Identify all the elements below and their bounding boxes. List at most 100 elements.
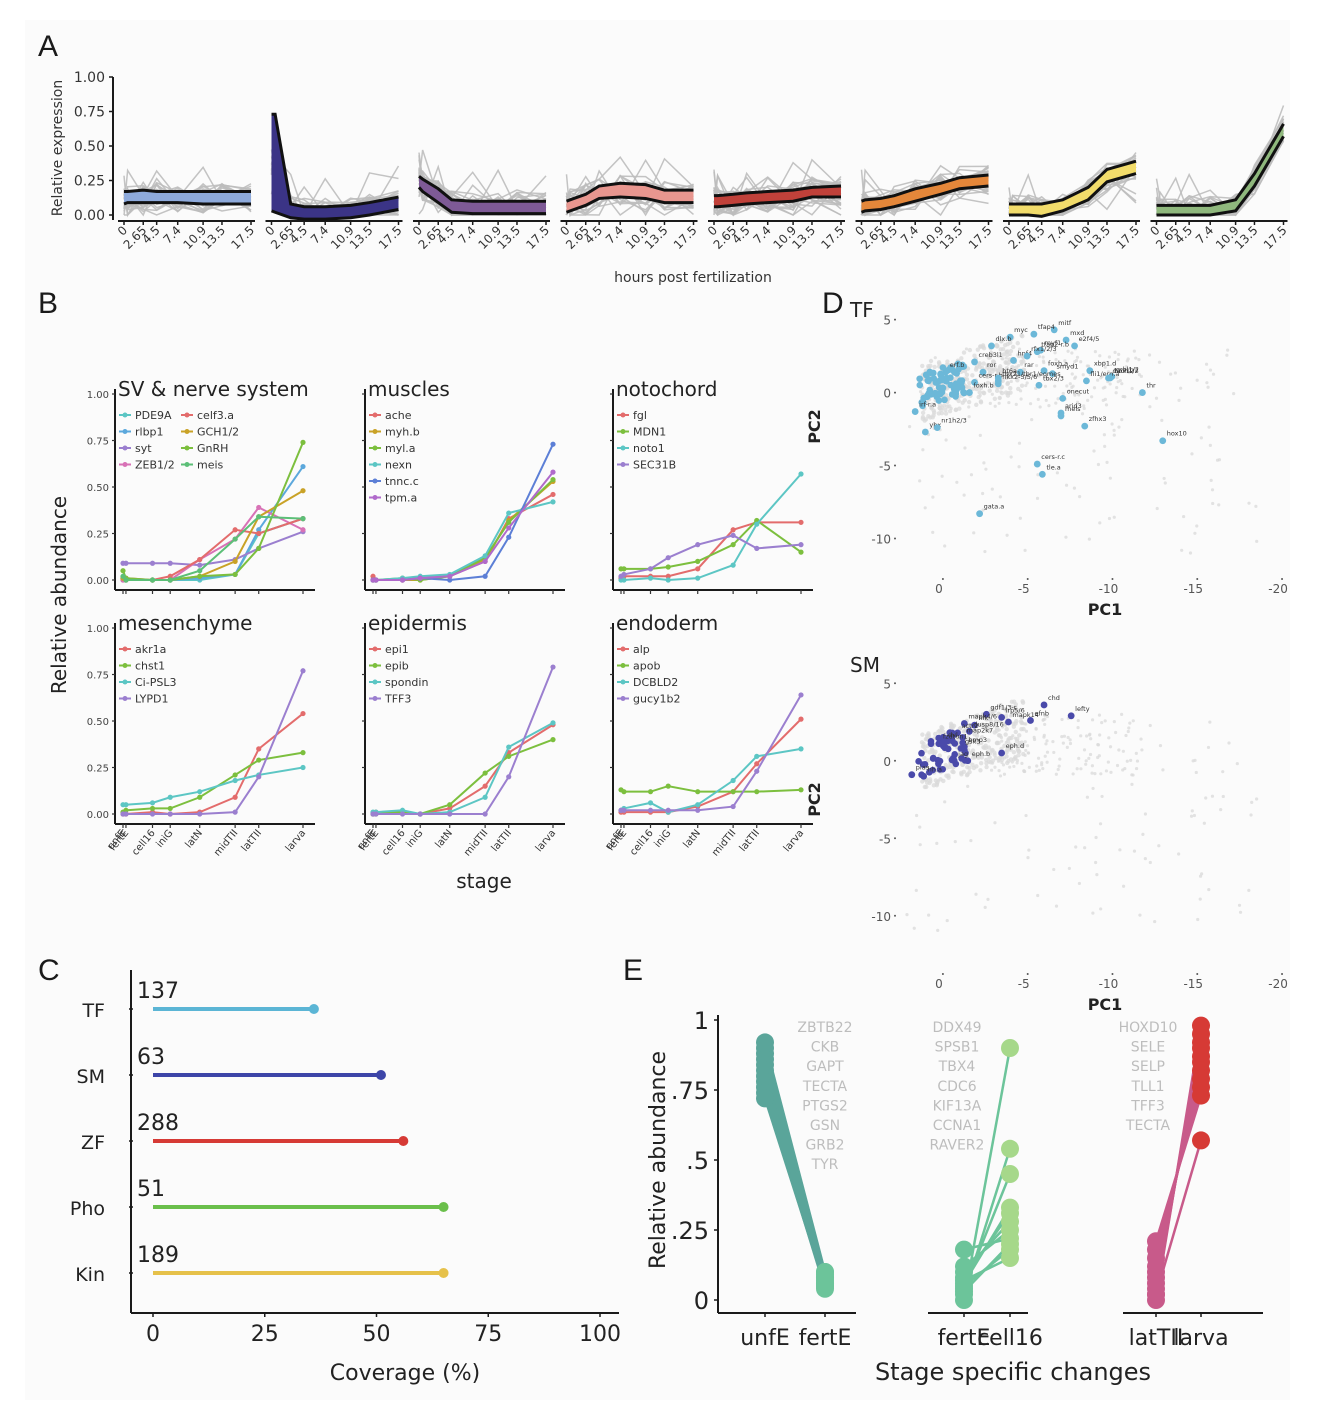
background-point — [1206, 385, 1210, 389]
background-point — [1066, 735, 1070, 740]
x-tick-d — [1196, 973, 1199, 975]
background-point — [931, 495, 935, 499]
x-tick-label-d: -10 — [1099, 977, 1119, 991]
background-point — [1155, 506, 1159, 511]
background-point — [967, 347, 973, 353]
background-point — [946, 773, 951, 778]
background-point — [960, 762, 965, 767]
background-point — [1008, 390, 1013, 395]
background-point — [974, 714, 979, 720]
legend-swatch-dot — [372, 646, 378, 652]
highlight-point — [966, 389, 973, 396]
x-tick-d — [1281, 578, 1284, 580]
background-point — [926, 413, 931, 419]
background-point — [997, 354, 1001, 358]
point-label: mitf — [1058, 319, 1072, 327]
background-point — [1210, 794, 1215, 798]
y-tick-label-b: 1.00 — [87, 390, 109, 401]
highlight-point — [921, 428, 929, 436]
x-tick-label-a: 17.5 — [818, 223, 847, 252]
change-group: ZBTB22 CKB GAPT TECTA PTGS2 GSN GRB2 TYR unfE fer… — [718, 1020, 856, 1351]
point-label: lrp5/6 — [1006, 706, 1025, 714]
background-point — [1148, 723, 1152, 728]
background-point — [993, 755, 999, 761]
from-point — [756, 1089, 774, 1108]
background-point — [1056, 767, 1060, 772]
data-point — [370, 573, 376, 579]
background-point — [967, 405, 971, 409]
background-point — [1127, 370, 1131, 375]
background-point — [1182, 514, 1186, 519]
data-point — [167, 560, 173, 566]
data-point — [256, 514, 262, 520]
x-tick-d — [1281, 973, 1284, 975]
background-point — [1219, 807, 1223, 812]
background-point — [1047, 404, 1051, 408]
band-lower — [270, 208, 399, 221]
data-point — [730, 803, 736, 810]
legend-swatch-dot — [122, 412, 128, 418]
background-point — [1117, 352, 1121, 356]
background-point — [1000, 739, 1004, 743]
background-point — [1001, 725, 1005, 729]
background-point — [1177, 852, 1181, 856]
legend-swatch-dot — [122, 429, 128, 434]
background-point — [988, 401, 992, 405]
background-point — [990, 758, 996, 763]
y-tick-label-d: 0 — [883, 755, 891, 769]
background-point — [1022, 722, 1026, 726]
background-point — [976, 742, 981, 746]
background-point — [1084, 762, 1088, 766]
background-point — [945, 918, 949, 923]
data-point — [647, 566, 654, 572]
legend-swatch-dot — [184, 429, 190, 434]
background-point — [1052, 867, 1056, 872]
highlight-point — [1067, 712, 1075, 720]
background-point — [1098, 354, 1102, 358]
background-point — [1081, 373, 1085, 377]
background-point — [983, 743, 988, 748]
background-point — [978, 400, 984, 405]
data-point — [550, 476, 556, 483]
y-tick-d — [894, 682, 896, 685]
background-point — [1217, 458, 1222, 462]
data-point — [621, 577, 627, 583]
background-point — [1096, 462, 1101, 467]
y-tick-label-b: 0.75 — [87, 671, 109, 682]
background-point — [1064, 535, 1068, 539]
cluster-plot: 02.654.57.410.913.5 17.5 — [115, 166, 257, 252]
legend-label: DCBLD2 — [633, 676, 678, 689]
legend-label: TFF3 — [384, 693, 411, 706]
background-point — [1005, 533, 1009, 537]
point-label: hox10 — [1167, 430, 1187, 438]
background-point — [978, 760, 984, 766]
legend-label: meis — [197, 459, 224, 472]
facet-mesenchyme: 0.00 0.25 0.50 0.75 1.00 mesenchyme akr1a chst1… — [87, 611, 315, 859]
background-point — [1247, 501, 1251, 505]
background-point — [1207, 425, 1211, 429]
data-point — [256, 504, 262, 511]
gene-label: TFF3 — [1130, 1098, 1165, 1114]
background-point — [933, 356, 937, 360]
lollipop-head — [438, 1268, 449, 1278]
point-label: smyd1 — [1057, 363, 1079, 371]
legend-swatch-dot — [184, 412, 190, 418]
data-point — [149, 577, 156, 583]
background-point — [926, 758, 931, 763]
data-point — [399, 577, 406, 583]
background-point — [993, 765, 997, 769]
highlight-point — [960, 389, 968, 397]
x-tick-label-b: fertE — [357, 828, 381, 853]
background-point — [1120, 382, 1124, 386]
background-point — [1056, 397, 1060, 401]
background-point — [974, 384, 978, 389]
background-point — [987, 388, 992, 393]
highlight-point — [957, 377, 964, 384]
background-point — [1036, 473, 1040, 477]
background-point — [1013, 708, 1018, 713]
background-point — [1097, 713, 1102, 717]
background-point — [1099, 772, 1103, 776]
background-point — [1195, 378, 1199, 382]
background-point — [1018, 516, 1022, 520]
point-label: tfap2-r.b — [1041, 341, 1069, 349]
